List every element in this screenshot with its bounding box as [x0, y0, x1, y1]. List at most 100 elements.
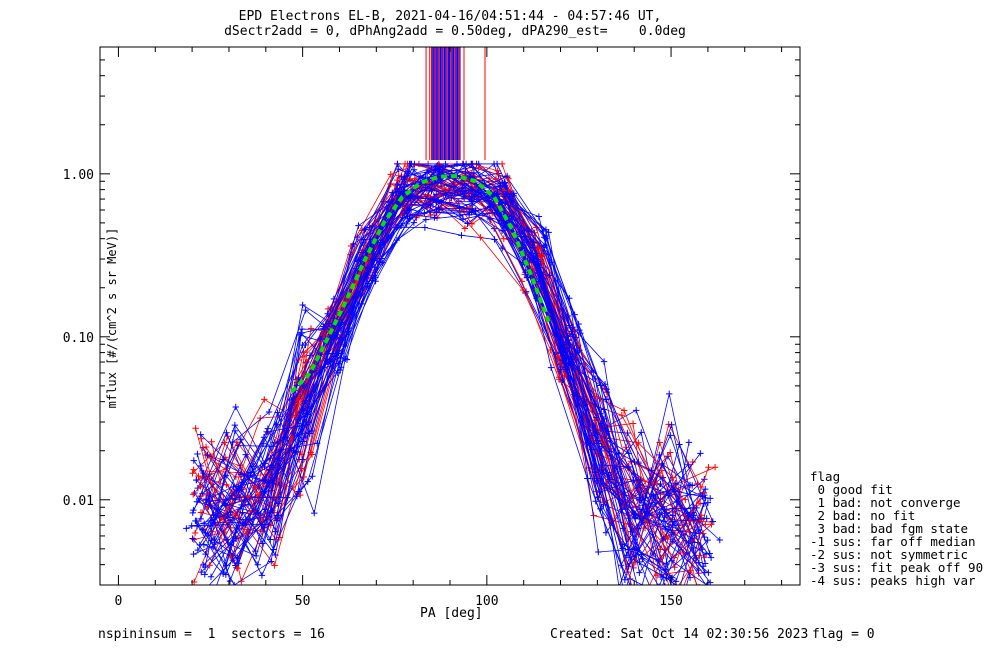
trace-marker-22-15: [689, 482, 696, 489]
y-tick-label-0.10: 0.10: [63, 331, 94, 346]
legend-item-far-off-median: -1 sus: far off median: [810, 534, 976, 549]
trace-marker-74-3: [293, 448, 300, 455]
trace-marker-10-1: [232, 403, 239, 411]
trace-marker-65-14: [672, 578, 680, 585]
trace-line-56: [205, 168, 703, 555]
trace-marker-77-7: [436, 165, 444, 173]
trace-marker-22-0: [190, 457, 197, 464]
trace-marker-74-9: [491, 190, 498, 197]
trace-marker-65-6: [406, 206, 413, 213]
trace-marker-57-15: [705, 569, 712, 576]
trace-marker-72-7: [434, 171, 441, 179]
trace-marker-68-13: [636, 569, 643, 576]
trace-marker-73-3: [299, 456, 306, 463]
trace-marker-49-15: [687, 567, 694, 574]
trace-marker-44-0: [193, 522, 201, 530]
trace-marker-32-15: [702, 550, 710, 558]
trace-marker-69-13: [645, 510, 653, 518]
trace-marker-11-15: [696, 585, 702, 591]
trace-marker-60-9: [496, 182, 504, 190]
trace-marker-50-14: [657, 480, 664, 488]
trace-marker-75-1: [222, 502, 230, 509]
trace-marker-75-3: [284, 494, 291, 501]
trace-marker-27-15: [701, 614, 707, 620]
trace-marker-45-10: [533, 224, 540, 231]
trace-marker-14-0: [207, 573, 215, 580]
footer-flag: flag = 0: [812, 627, 875, 642]
trace-marker-77-3: [300, 382, 308, 390]
trace-marker-79-10: [530, 259, 537, 266]
trace-marker-47-13: [635, 607, 641, 613]
trace-marker-5-15: [702, 521, 709, 528]
trace-marker-68-0: [204, 451, 211, 459]
trace-marker-69-1: [244, 501, 252, 508]
trace-marker-65-0: [211, 539, 218, 546]
trace-marker-62-2: [273, 517, 281, 524]
trace-marker-79-14: [663, 560, 670, 568]
trace-marker-78-13: [621, 576, 629, 583]
trace-marker-46-5: [359, 249, 367, 256]
trace-marker-62-14: [676, 441, 683, 448]
trace-marker-44-3: [299, 301, 306, 309]
trace-marker-72-3: [299, 341, 306, 349]
trace-marker-42-15: [701, 560, 709, 567]
trace-marker-49-1: [223, 481, 230, 489]
trace-marker-74-8: [456, 204, 463, 211]
trace-marker-26-0: [201, 571, 208, 578]
trace-marker-12-2: [252, 552, 260, 560]
trace-marker-74-7: [430, 196, 437, 204]
trace-marker-59-3: [300, 407, 307, 414]
trace-marker-79-2: [264, 521, 272, 528]
trace-marker-64-12: [597, 410, 604, 417]
trace-marker-79-3: [304, 478, 311, 485]
trace-line-74: [197, 193, 631, 585]
trace-marker-72-9: [494, 189, 501, 197]
trace-marker-74-10: [530, 244, 537, 251]
chart-subtitle: dSectr2add = 0, dPhAng2add = 0.50deg, dP…: [224, 24, 686, 39]
trace-marker-49-6: [387, 180, 395, 188]
trace-marker-43-9: [500, 235, 508, 242]
trace-marker-38-15: [685, 603, 691, 609]
trace-marker-5-0: [208, 438, 215, 446]
trace-marker-57-12: [602, 529, 610, 536]
trace-marker-39-3: [297, 465, 304, 472]
trace-marker-66-2: [269, 464, 277, 471]
trace-line-62: [207, 178, 714, 585]
legend-item-no-fit: 2 bad: no fit: [810, 508, 916, 523]
trace-marker-63-8: [459, 215, 467, 223]
trace-marker-49-0: [195, 472, 202, 480]
trace-marker-52-15: [685, 439, 693, 446]
trace-marker-79-9: [498, 227, 506, 234]
trace-marker-18-14: [667, 432, 674, 439]
trace-marker-11-8: [461, 225, 469, 232]
trace-marker-75-8: [456, 212, 464, 219]
trace-marker-60-6: [401, 173, 408, 181]
trace-line-77: [209, 163, 711, 583]
x-tick-label-50: 50: [295, 594, 311, 609]
trace-marker-68-1: [241, 471, 248, 478]
trace-marker-35-0: [192, 425, 199, 432]
trace-marker-65-8: [475, 193, 482, 200]
trace-marker-77-6: [408, 160, 415, 168]
trace-marker-74-12: [592, 498, 599, 505]
trace-marker-78-14: [648, 491, 656, 498]
trace-marker-35-13: [618, 412, 626, 419]
trace-marker-79-5: [364, 280, 372, 287]
trace-marker-6-15: [686, 574, 694, 581]
trace-marker-76-15: [697, 450, 704, 457]
trace-marker-79-1: [242, 521, 249, 528]
trace-marker-73-1: [237, 436, 245, 443]
x-tick-label-100: 100: [475, 594, 498, 609]
trace-marker-77-13: [637, 477, 644, 484]
trace-marker-32-1: [232, 535, 240, 542]
trace-marker-36-7: [424, 169, 431, 176]
trace-marker-78-0: [189, 535, 196, 542]
trace-marker-77-8: [470, 169, 478, 177]
trace-marker-64-7: [442, 191, 449, 198]
trace-marker-36-5: [355, 222, 362, 229]
trace-marker-66-8: [467, 173, 474, 180]
trace-marker-75-5: [360, 274, 368, 281]
trace-marker-63-1: [229, 556, 236, 564]
trace-marker-61-13: [625, 463, 633, 471]
